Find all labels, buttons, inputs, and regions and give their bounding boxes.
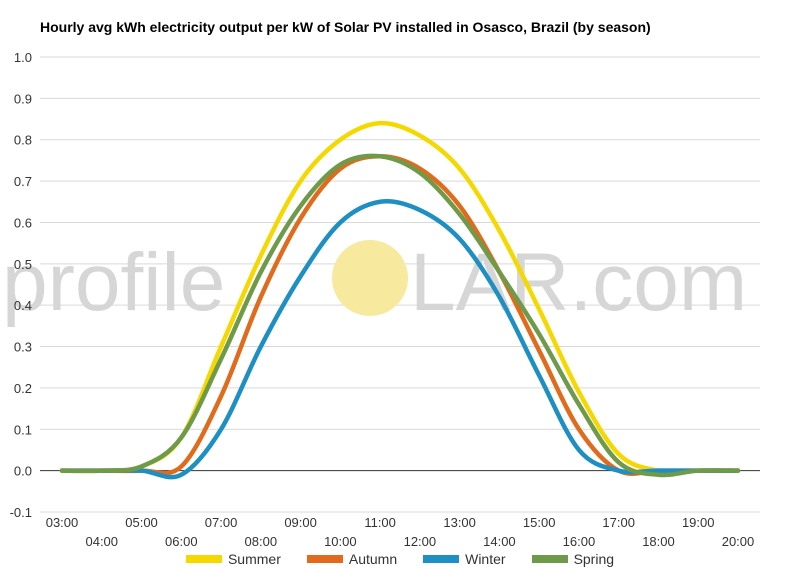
- y-axis: -0.1 0.0 0.1 0.2 0.3 0.4 0.5 0.6 0.7 0.8 0.9 1.0: [10, 50, 32, 520]
- y-tick-label: 0.9: [14, 91, 32, 106]
- legend-swatch: [423, 555, 460, 563]
- legend-item-summer[interactable]: Summer: [185, 549, 281, 569]
- y-tick-label: 0.2: [14, 381, 32, 396]
- legend-label: Autumn: [348, 551, 398, 567]
- y-tick-label: 1.0: [14, 50, 32, 65]
- legend-swatch: [185, 555, 222, 563]
- x-tick-label: 08:00: [245, 534, 278, 549]
- x-tick-label: 11:00: [364, 515, 396, 530]
- y-tick-label: -0.1: [10, 505, 32, 520]
- series-line-winter: [59, 199, 741, 480]
- y-tick-label: 0.4: [14, 298, 32, 313]
- series-lines: [59, 120, 741, 480]
- x-tick-label: 06:00: [165, 534, 198, 549]
- legend-label: Summer: [227, 551, 281, 567]
- y-tick-label: 0.0: [14, 464, 32, 479]
- x-tick-label: 04:00: [85, 534, 118, 549]
- legend-label: Spring: [573, 551, 615, 567]
- watermark-sun-icon: [332, 240, 408, 316]
- legend-item-spring[interactable]: Spring: [531, 549, 615, 569]
- watermark-text-right: LAR.com: [410, 237, 747, 328]
- x-tick-label: 13:00: [443, 515, 476, 530]
- legend-label: Winter: [465, 551, 506, 567]
- series-line-spring: [59, 153, 741, 478]
- y-tick-label: 0.5: [14, 257, 32, 272]
- x-tick-label: 14:00: [483, 534, 516, 549]
- x-tick-label: 05:00: [125, 515, 158, 530]
- legend-swatch: [531, 555, 568, 563]
- x-tick-label: 19:00: [682, 515, 715, 530]
- y-tick-label: 0.8: [14, 133, 32, 148]
- legend: Summer Autumn Winter Spring: [0, 549, 800, 569]
- x-tick-label: 07:00: [205, 515, 238, 530]
- x-tick-label: 16:00: [563, 534, 596, 549]
- x-tick-label: 09:00: [284, 515, 317, 530]
- x-tick-label: 03:00: [46, 515, 79, 530]
- y-tick-label: 0.1: [14, 422, 32, 437]
- chart-title: Hourly avg kWh electricity output per kW…: [40, 19, 651, 35]
- legend-swatch: [306, 555, 343, 563]
- legend-item-autumn[interactable]: Autumn: [306, 549, 398, 569]
- legend-item-winter[interactable]: Winter: [423, 549, 506, 569]
- y-tick-label: 0.3: [14, 340, 32, 355]
- x-axis: 03:00 04:00 05:00 06:00 07:00 08:00 09:00 10:00…: [46, 515, 755, 549]
- y-tick-label: 0.7: [14, 174, 32, 189]
- x-tick-label: 12:00: [404, 534, 437, 549]
- x-tick-label: 15:00: [523, 515, 556, 530]
- x-tick-label: 10:00: [324, 534, 357, 549]
- watermark-text-left: profile: [2, 237, 225, 328]
- x-tick-label: 18:00: [642, 534, 675, 549]
- grid-lines: [40, 56, 760, 513]
- x-tick-label: 20:00: [722, 534, 755, 549]
- y-tick-label: 0.6: [14, 215, 32, 230]
- x-tick-label: 17:00: [602, 515, 635, 530]
- watermark: profile LAR.com: [2, 237, 747, 328]
